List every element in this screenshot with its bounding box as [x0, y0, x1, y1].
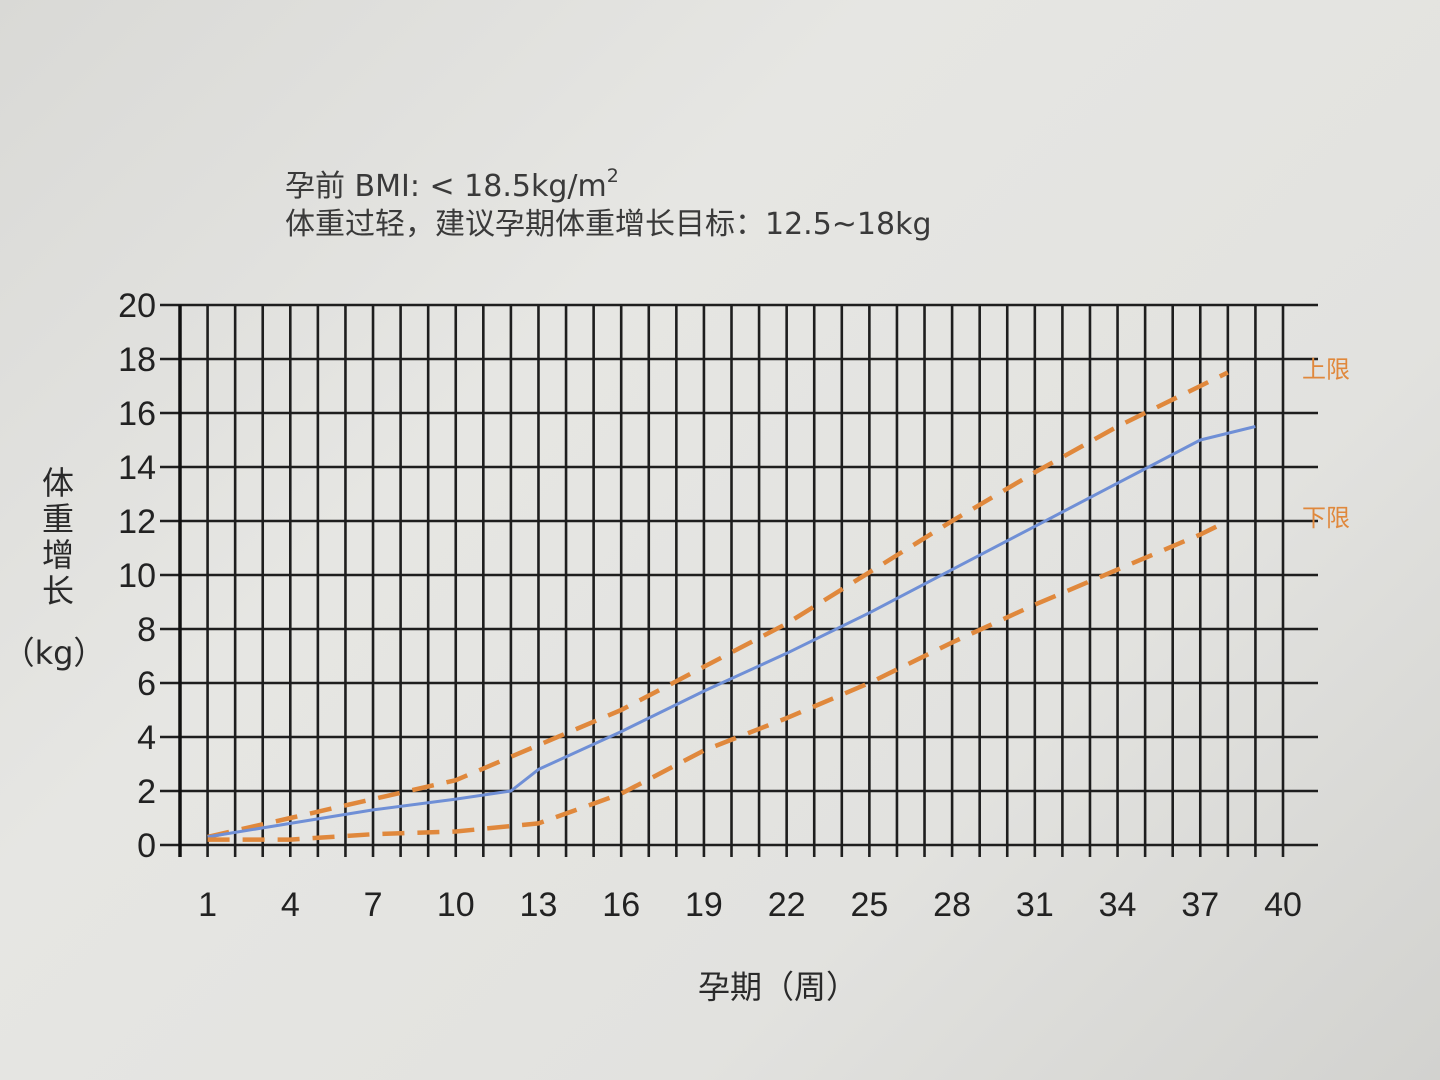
y-tick-label: 18: [118, 341, 156, 379]
x-tick-label: 13: [520, 886, 558, 924]
x-tick-label: 16: [602, 886, 640, 924]
y-tick-label: 12: [118, 503, 156, 541]
series-label: 上限: [1302, 356, 1350, 384]
x-tick-label: 4: [281, 886, 300, 924]
x-tick-label: 7: [364, 886, 383, 924]
y-tick-label: 20: [118, 287, 156, 325]
y-tick-label: 2: [137, 773, 156, 811]
y-tick-label: 16: [118, 395, 156, 433]
y-tick-label: 4: [137, 719, 156, 757]
series-label: 下限: [1302, 504, 1350, 532]
x-tick-label: 40: [1264, 886, 1302, 924]
x-tick-label: 22: [768, 886, 806, 924]
x-tick-label: 10: [437, 886, 475, 924]
y-axis-unit: （kg）: [3, 634, 106, 672]
x-tick-label: 25: [850, 886, 888, 924]
series-line-solid: [207, 425, 1256, 839]
series-line-dashed: [207, 370, 1229, 840]
chart-grid: [160, 303, 1318, 857]
y-tick-label: 0: [137, 827, 156, 865]
x-tick-label: 37: [1181, 886, 1219, 924]
caption-line2: 体重过轻，建议孕期体重增长目标：12.5~18kg: [285, 207, 932, 242]
x-tick-label: 31: [1016, 886, 1054, 924]
x-tick-label: 1: [198, 886, 217, 924]
x-tick-label: 19: [685, 886, 723, 924]
series-line-dashed: [207, 518, 1229, 842]
y-axis-title: 体 重 增 长 （kg）: [3, 464, 106, 672]
y-tick-label: 14: [118, 449, 156, 487]
chart-series: [207, 370, 1256, 842]
y-tick-label: 6: [137, 665, 156, 703]
x-tick-label: 28: [933, 886, 971, 924]
y-axis-title-char: 增: [42, 536, 74, 574]
x-tick-label: 34: [1099, 886, 1137, 924]
y-axis-title-char: 体: [42, 464, 74, 502]
y-axis-title-char: 重: [42, 500, 74, 538]
y-axis-title-char: 长: [42, 572, 74, 610]
caption-line1: 孕前 BMI: < 18.5kg/m2: [285, 165, 619, 204]
y-tick-label: 8: [137, 611, 156, 649]
x-axis-title: 孕期（周）: [698, 968, 858, 1006]
y-tick-label: 10: [118, 557, 156, 595]
